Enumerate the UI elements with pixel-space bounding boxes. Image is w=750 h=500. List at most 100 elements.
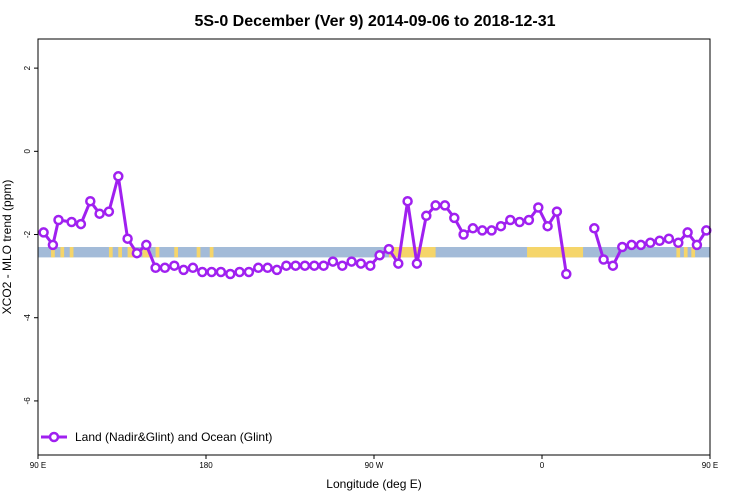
- data-point: [187, 262, 199, 274]
- data-point: [271, 264, 283, 276]
- data-point: [355, 258, 367, 269]
- data-point: [701, 225, 712, 236]
- data-point: [449, 212, 460, 224]
- data-point: [47, 239, 59, 251]
- data-point: [421, 210, 432, 222]
- data-point: [523, 214, 535, 226]
- y-tick-label: -2: [23, 230, 32, 238]
- data-point: [131, 247, 143, 259]
- data-point: [598, 254, 609, 265]
- x-axis: 90 E 180 90 W 0 90 E: [30, 455, 718, 470]
- land-segment: [174, 247, 178, 258]
- data-point: [169, 260, 180, 271]
- data-point: [337, 260, 348, 271]
- land-segment: [691, 247, 696, 258]
- data-point: [467, 223, 479, 234]
- data-point: [75, 218, 87, 230]
- data-point: [243, 266, 255, 278]
- x-tick-label: 0: [540, 461, 545, 470]
- x-tick-label: 180: [199, 461, 213, 470]
- land-segment: [142, 247, 150, 258]
- land-segment: [196, 247, 201, 258]
- y-axis: 2 0 -2 -4 -6: [23, 65, 38, 404]
- data-point: [514, 216, 525, 228]
- data-point: [215, 266, 227, 278]
- data-point: [281, 260, 292, 271]
- land-segment: [683, 247, 688, 258]
- chart-title: 5S-0 December (Ver 9) 2014-09-06 to 2018…: [194, 13, 555, 30]
- legend-series-label: Land (Nadir&Glint) and Ocean (Glint): [75, 430, 272, 444]
- data-point: [374, 250, 385, 261]
- data-point: [85, 195, 96, 207]
- series-layer: [38, 171, 712, 280]
- data-point: [53, 214, 64, 226]
- data-point: [635, 239, 647, 251]
- legend: Land (Nadir&Glint) and Ocean (Glint): [41, 430, 272, 444]
- data-point: [551, 206, 563, 217]
- data-point: [477, 225, 488, 236]
- data-point: [299, 260, 311, 271]
- data-point: [645, 237, 656, 249]
- land-segment: [388, 247, 436, 258]
- data-point: [589, 223, 600, 234]
- data-point: [225, 268, 236, 280]
- y-tick-label: 0: [23, 149, 32, 154]
- x-tick-label: 90 E: [30, 461, 46, 470]
- data-point: [561, 268, 572, 280]
- data-point: [197, 266, 208, 278]
- land-segment: [127, 247, 136, 258]
- x-tick-label: 90 W: [365, 461, 384, 470]
- land-segment: [60, 247, 65, 258]
- data-point: [439, 200, 451, 211]
- data-point: [141, 239, 152, 251]
- y-tick-label: 2: [23, 65, 32, 70]
- x-tick-label: 90 E: [702, 461, 718, 470]
- land-segment: [527, 247, 584, 258]
- legend-marker-swatch: [48, 431, 60, 443]
- data-point: [346, 256, 357, 267]
- data-point: [66, 216, 77, 228]
- data-point: [234, 266, 245, 278]
- data-point: [262, 262, 273, 274]
- data-point: [691, 239, 703, 251]
- land-segment: [69, 247, 74, 258]
- y-tick-label: -6: [23, 397, 32, 405]
- data-point: [159, 262, 171, 274]
- data-point: [402, 195, 413, 207]
- y-axis-label: XCO2 - MLO trend (ppm): [0, 180, 14, 315]
- data-point: [458, 229, 469, 240]
- land-mask: [38, 247, 710, 258]
- data-point: [542, 220, 553, 232]
- data-point: [533, 202, 544, 213]
- data-point: [495, 220, 507, 232]
- land-segment: [108, 247, 113, 258]
- data-point: [682, 227, 693, 238]
- data-point: [206, 266, 217, 278]
- series-line: [42, 174, 568, 276]
- data-point: [113, 171, 124, 182]
- data-point: [38, 227, 49, 238]
- data-point: [505, 214, 516, 226]
- data-point: [94, 208, 105, 219]
- data-point: [654, 235, 665, 247]
- data-point: [430, 200, 441, 211]
- data-point: [617, 241, 628, 253]
- data-point: [309, 260, 320, 271]
- land-segment: [51, 247, 55, 258]
- data-point: [150, 262, 161, 274]
- data-point: [365, 260, 376, 271]
- data-point: [103, 206, 115, 217]
- data-point: [626, 239, 637, 251]
- land-segment: [118, 247, 122, 258]
- data-point: [393, 258, 404, 269]
- data-point: [663, 233, 675, 244]
- x-axis-label: Longitude (deg E): [326, 477, 421, 491]
- data-point: [253, 262, 264, 274]
- land-segment: [676, 247, 681, 258]
- data-point: [607, 260, 619, 271]
- land-segment: [209, 247, 214, 258]
- data-point: [318, 260, 329, 271]
- data-point: [383, 243, 395, 255]
- data-point: [290, 260, 301, 271]
